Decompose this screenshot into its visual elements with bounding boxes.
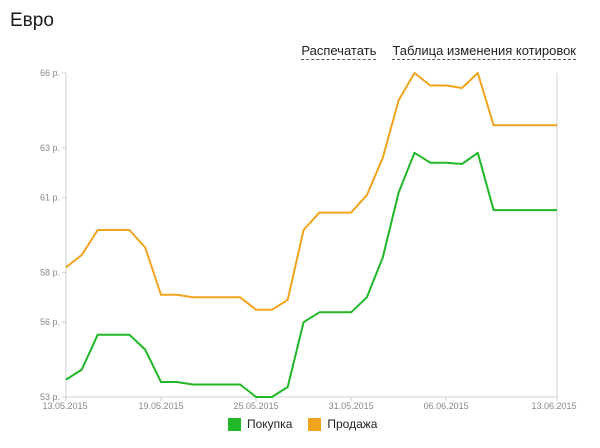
x-tick-label: 25.05.2015 [234, 401, 279, 411]
legend-swatch-buy [228, 417, 241, 431]
legend-label-buy: Покупка [247, 417, 293, 431]
legend-item-buy[interactable]: Покупка [228, 417, 292, 431]
chart-legend: Покупка Продажа [228, 417, 377, 431]
print-link[interactable]: Распечатать [301, 43, 377, 60]
legend-swatch-sell [308, 417, 322, 431]
page-title: Евро [10, 10, 54, 31]
legend-item-sell[interactable]: Продажа [308, 417, 377, 431]
y-tick-label: 66 р. [40, 68, 60, 78]
chart-series [65, 72, 557, 398]
rates-table-link[interactable]: Таблица изменения котировок [392, 43, 576, 60]
series-line-sell [65, 72, 557, 311]
x-tick-label: 19.05.2015 [139, 401, 184, 411]
header-actions: Распечатать Таблица изменения котировок [301, 43, 576, 60]
x-tick-label: 31.05.2015 [329, 401, 374, 411]
legend-label-sell: Продажа [327, 417, 378, 431]
y-tick-label: 58 р. [40, 267, 60, 277]
y-tick-label: 61 р. [40, 193, 60, 203]
x-tick-label: 13.05.2015 [42, 401, 87, 411]
x-axis-ticks: 13.05.2015 19.05.2015 25.05.2015 31.05.2015… [42, 397, 577, 411]
x-tick-label: 06.06.2015 [424, 401, 469, 411]
chart-axes [65, 73, 558, 398]
series-line-buy [65, 151, 557, 398]
y-tick-label: 56 р. [40, 317, 60, 327]
x-tick-label: 13.06.2015 [531, 401, 576, 411]
y-axis-ticks: 53 р. 56 р. 58 р. 61 р. 63 р. 66 р. [40, 68, 66, 402]
y-tick-label: 53 р. [40, 392, 60, 402]
y-tick-label: 63 р. [40, 143, 60, 153]
